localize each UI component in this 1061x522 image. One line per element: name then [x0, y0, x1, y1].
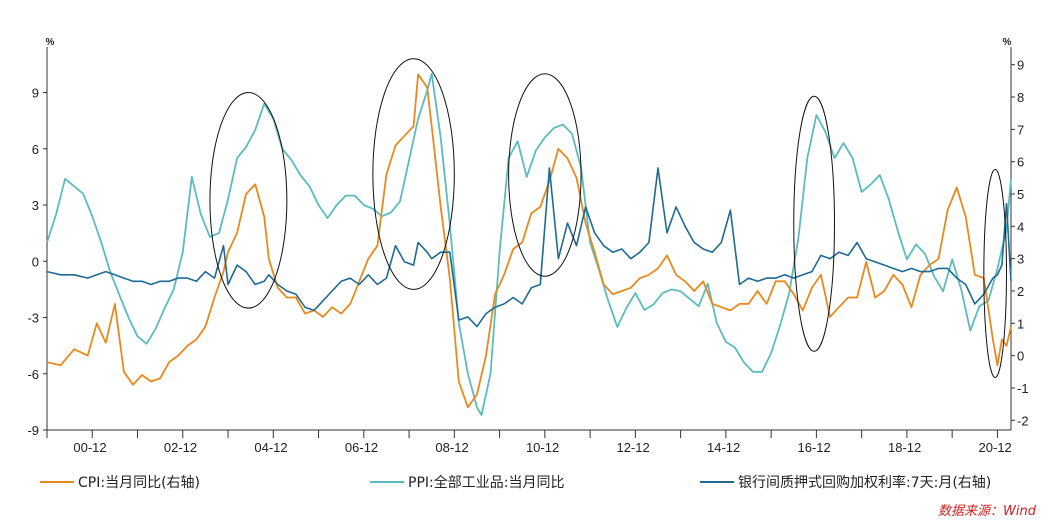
x-tick-label: 02-12 — [164, 440, 197, 455]
right-tick-label: 9 — [1017, 58, 1024, 73]
right-tick-label: 0 — [1017, 349, 1024, 364]
right-tick-label: 2 — [1017, 284, 1024, 299]
legend-label-2: 银行间质押式回购加权利率:7天:月(右轴) — [738, 474, 991, 491]
left-axis-unit: % — [46, 37, 55, 48]
x-tick-label: 04-12 — [254, 440, 287, 455]
right-axis-unit: % — [1003, 37, 1012, 48]
x-tick-label: 16-12 — [798, 440, 831, 455]
highlight-ellipse-1 — [373, 59, 454, 290]
left-tick-label: -9 — [27, 423, 39, 438]
x-tick-label: 08-12 — [435, 440, 468, 455]
axes: % % -9 -6 -3 0 3 6 9 -2 -1 0 1 2 3 4 5 6 7 8 9 00-12 02-12 04-1… — [27, 37, 1028, 455]
right-tick-label: -2 — [1017, 413, 1029, 428]
x-tick-label: 18-12 — [888, 440, 921, 455]
right-tick-label: -1 — [1017, 381, 1029, 396]
x-tick-label: 14-12 — [707, 440, 740, 455]
series-line-0 — [47, 74, 1011, 407]
x-tick-label: 00-12 — [73, 440, 106, 455]
left-tick-label: 0 — [32, 254, 39, 269]
x-tick-label: 06-12 — [345, 440, 378, 455]
series-line-1 — [47, 74, 1011, 415]
annotation-layer — [210, 59, 1007, 378]
right-tick-label: 4 — [1017, 219, 1024, 234]
highlight-ellipse-2 — [509, 74, 581, 277]
legend: CPI:当月同比(右轴) PPI:全部工业品:当月同比 银行间质押式回购加权利率:7… — [40, 474, 991, 491]
left-tick-label: 3 — [32, 198, 39, 213]
source-label: 数据来源：Wind — [938, 504, 1037, 519]
left-tick-label: -6 — [27, 367, 39, 382]
left-tick-label: 6 — [32, 142, 39, 157]
x-tick-label: 20-12 — [979, 440, 1012, 455]
left-tick-label: -3 — [27, 311, 39, 326]
legend-label-1: PPI:全部工业品:当月同比 — [408, 474, 564, 491]
right-tick-label: 8 — [1017, 90, 1024, 105]
x-tick-label: 10-12 — [526, 440, 559, 455]
right-tick-label: 5 — [1017, 187, 1024, 202]
left-tick-label: 9 — [32, 86, 39, 101]
legend-label-0: CPI:当月同比(右轴) — [78, 475, 200, 491]
right-tick-label: 1 — [1017, 316, 1024, 331]
right-tick-label: 7 — [1017, 122, 1024, 137]
x-tick-label: 12-12 — [616, 440, 649, 455]
series-line-2 — [47, 168, 1011, 327]
series-layer — [47, 74, 1011, 415]
right-tick-label: 6 — [1017, 155, 1024, 170]
right-tick-label: 3 — [1017, 252, 1024, 267]
